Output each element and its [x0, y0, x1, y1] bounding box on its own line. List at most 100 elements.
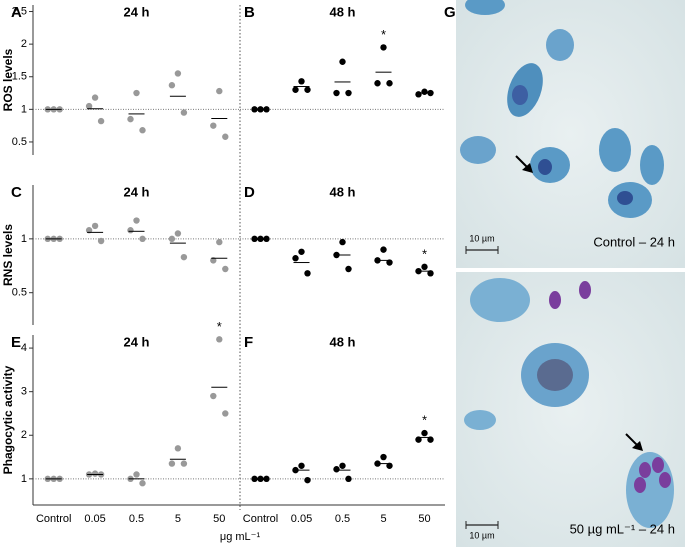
data-point	[427, 270, 434, 277]
data-point	[386, 259, 393, 266]
data-point	[222, 265, 229, 273]
micrograph-1	[456, 0, 685, 268]
data-point	[139, 480, 146, 487]
panel-title: 48 h	[329, 184, 355, 199]
data-point	[374, 80, 381, 87]
panel-letter: G	[444, 4, 456, 21]
x-tick-label: 50	[418, 513, 430, 525]
y-axis-label: ROS levels	[1, 48, 15, 111]
significance-mark: *	[422, 246, 427, 261]
y-tick-label: 0.5	[12, 136, 27, 148]
data-point	[222, 410, 229, 417]
y-tick-label: 1	[21, 473, 27, 485]
panel-letter: E	[11, 334, 21, 351]
data-point	[97, 117, 105, 125]
data-point	[304, 270, 311, 277]
y-axis-label: Phagocytic activity	[1, 365, 15, 474]
data-point	[386, 462, 393, 469]
data-point	[333, 89, 340, 97]
panel-title: 24 h	[123, 334, 149, 349]
scale-bar-label: 10 µm	[469, 530, 494, 540]
data-point	[380, 44, 387, 51]
panel-title: 48 h	[329, 334, 355, 349]
data-point	[210, 392, 217, 400]
data-point	[168, 460, 176, 467]
x-tick-label: 5	[175, 513, 181, 525]
data-point	[421, 429, 428, 437]
x-tick-label: 0.5	[129, 513, 144, 525]
panel-title: 48 h	[329, 4, 355, 19]
data-point	[292, 255, 299, 262]
panel-letter: A	[11, 4, 22, 21]
x-tick-label: Control	[36, 513, 71, 525]
data-point	[345, 475, 352, 483]
data-point	[85, 102, 93, 110]
data-point	[91, 470, 99, 477]
x-tick-label: 0.05	[84, 513, 105, 525]
data-point	[415, 436, 422, 443]
x-tick-label: 0.5	[335, 513, 350, 525]
y-axis-label: RNS levels	[1, 224, 15, 286]
data-point	[216, 238, 223, 246]
data-point	[210, 257, 217, 264]
data-point	[180, 253, 188, 261]
data-point	[421, 263, 428, 271]
data-point	[421, 88, 428, 95]
data-point	[298, 462, 305, 469]
y-tick-label: 1	[21, 103, 27, 115]
data-point	[427, 436, 434, 443]
y-tick-label: 2.5	[12, 5, 27, 17]
x-tick-label: 5	[380, 513, 386, 525]
significance-mark: *	[381, 27, 386, 42]
data-point	[91, 222, 99, 230]
data-point	[386, 80, 393, 87]
data-point	[339, 238, 346, 246]
data-point	[180, 109, 188, 116]
data-point	[91, 94, 99, 101]
data-point	[174, 445, 182, 452]
micrograph-2	[456, 272, 685, 547]
image-caption: Control – 24 h	[593, 234, 675, 249]
data-point	[168, 235, 176, 243]
data-point	[216, 87, 223, 95]
data-point	[415, 91, 422, 98]
data-point	[133, 471, 140, 478]
data-point	[133, 89, 140, 97]
data-point	[339, 58, 346, 65]
data-point	[304, 86, 311, 93]
data-point	[345, 89, 352, 97]
y-tick-label: 1.5	[12, 71, 27, 83]
data-point	[180, 460, 188, 467]
data-point	[139, 235, 146, 243]
data-point	[333, 466, 340, 473]
data-point	[127, 227, 134, 234]
data-point	[380, 453, 387, 461]
y-tick-label: 0.5	[12, 287, 27, 299]
data-point	[85, 227, 93, 234]
data-point	[292, 86, 299, 93]
significance-mark: *	[422, 413, 427, 428]
data-point	[210, 122, 217, 129]
data-point	[139, 127, 146, 134]
x-axis-label: μg mL⁻¹	[220, 531, 261, 543]
data-point	[133, 217, 140, 224]
panel-letter: D	[244, 184, 255, 201]
data-point	[216, 336, 223, 343]
x-tick-label: 0.05	[291, 513, 312, 525]
data-point	[298, 78, 305, 85]
y-tick-label: 3	[21, 386, 27, 398]
data-point	[298, 248, 305, 255]
panel-letter: B	[244, 4, 255, 21]
y-tick-label: 4	[21, 342, 27, 354]
data-point	[127, 115, 134, 123]
data-point	[174, 70, 182, 77]
data-point	[174, 230, 182, 237]
image-caption: 50 µg mL⁻¹ – 24 h	[570, 521, 675, 536]
data-point	[304, 476, 311, 484]
significance-mark: *	[217, 319, 222, 334]
y-tick-label: 1	[21, 233, 27, 245]
x-tick-label: Control	[243, 513, 278, 525]
data-point	[168, 82, 176, 89]
panel-letter: C	[11, 184, 22, 201]
